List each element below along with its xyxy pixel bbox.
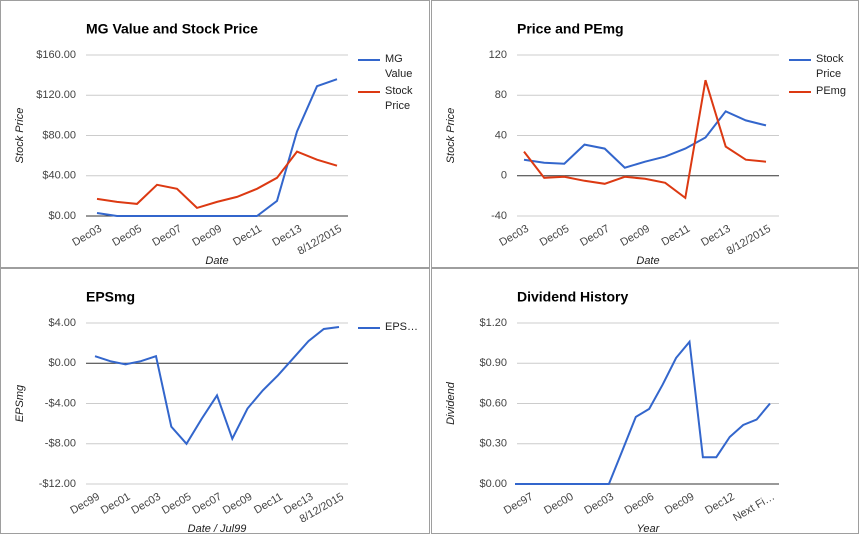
y-tick-label: $0.90: [479, 357, 507, 369]
panel: [0, 0, 430, 268]
series-line: [94, 326, 340, 446]
y-tick-label: $80.00: [42, 129, 76, 141]
y-tick-label: 80: [495, 89, 507, 101]
y-axis-title: Stock Price: [14, 108, 26, 164]
x-axis-title: Year: [637, 523, 661, 535]
y-tick-label: -$12.00: [39, 478, 76, 490]
y-tick-label: -$8.00: [45, 438, 76, 450]
legend-label: EPS…: [385, 321, 419, 333]
y-axis-title: EPSmg: [14, 384, 26, 422]
legend-label: Stock Price: [385, 85, 413, 112]
series-line: [515, 339, 771, 485]
y-tick-label: -40: [491, 210, 507, 222]
legend-label: MG Value: [385, 53, 413, 80]
y-tick-label: 120: [489, 49, 507, 61]
x-axis-title: Date / Jul99: [188, 523, 247, 535]
y-tick-label: $40.00: [42, 170, 76, 182]
y-tick-label: $0.60: [479, 397, 507, 409]
x-axis-title: Date: [636, 255, 659, 267]
legend-label: Stock Price: [816, 53, 844, 80]
x-axis-title: Date: [205, 255, 228, 267]
legend-entry: EPS…: [385, 321, 419, 333]
panel: [0, 268, 430, 534]
legend-entry: Stock Price: [385, 85, 413, 112]
legend-entry: PEmg: [816, 85, 846, 97]
y-tick-label: 0: [501, 170, 507, 182]
y-tick-label: $120.00: [36, 89, 76, 101]
panel: [431, 0, 859, 268]
y-tick-label: $0.30: [479, 438, 507, 450]
y-tick-label: $0.00: [48, 210, 76, 222]
chart-title: EPSmg: [86, 289, 135, 305]
y-axis-title: Dividend: [445, 381, 457, 425]
y-tick-label: $4.00: [48, 317, 76, 329]
legend-entry: MG Value: [385, 53, 413, 80]
y-tick-label: -$4.00: [45, 397, 76, 409]
legend-label: PEmg: [816, 85, 846, 97]
y-tick-label: $0.00: [48, 357, 76, 369]
y-tick-label: $1.20: [479, 317, 507, 329]
chart-title: Price and PEmg: [517, 21, 624, 37]
chart-title: Dividend History: [517, 289, 628, 305]
series-line: [96, 78, 338, 217]
panel: [431, 268, 859, 534]
legend-entry: Stock Price: [816, 53, 844, 80]
y-tick-label: 40: [495, 129, 507, 141]
y-tick-label: $0.00: [479, 478, 507, 490]
chart-title: MG Value and Stock Price: [86, 21, 258, 37]
y-tick-label: $160.00: [36, 49, 76, 61]
series-line: [96, 150, 338, 210]
series-line: [523, 79, 767, 200]
y-axis-title: Stock Price: [445, 108, 457, 164]
series-line: [523, 110, 767, 169]
